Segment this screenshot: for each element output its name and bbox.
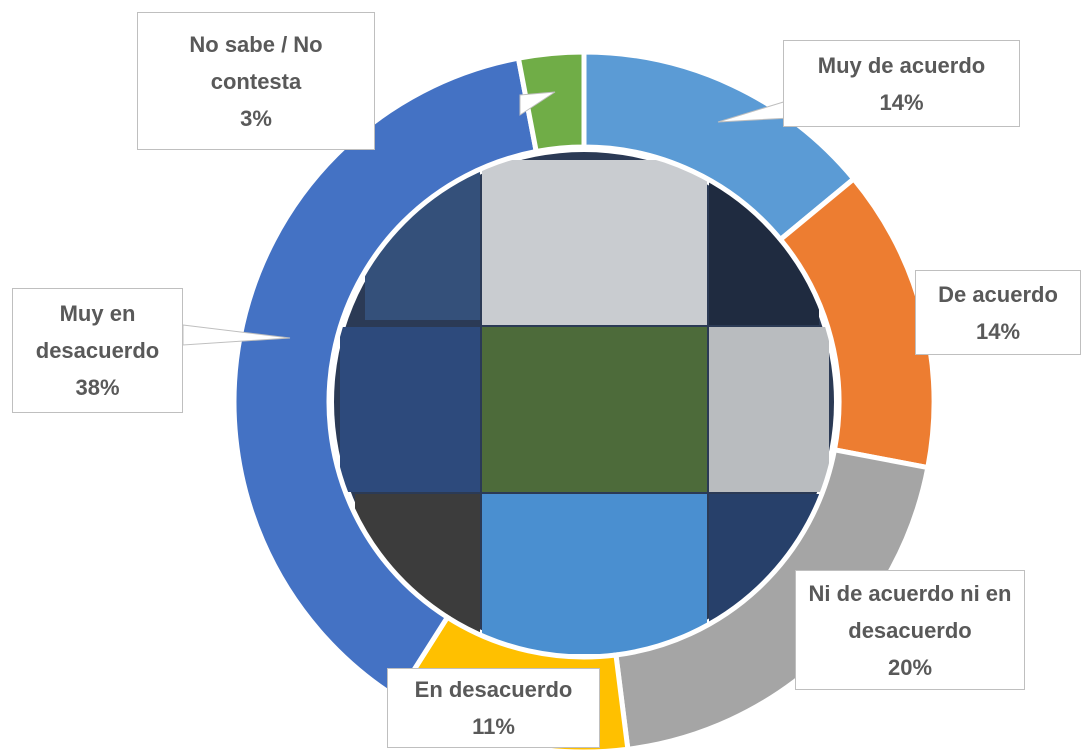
- donut-slice: [231, 55, 540, 701]
- value-label: 14%: [879, 89, 924, 115]
- photo-tile: [709, 327, 829, 492]
- donut-slice: [515, 49, 587, 155]
- slice-label: Ni de acuerdo ni en desacuerdo: [808, 580, 1012, 643]
- slice-label: En desacuerdo: [414, 677, 573, 702]
- value-label: 38%: [75, 375, 120, 400]
- value-label: 3%: [240, 105, 272, 131]
- value-label: 20%: [887, 654, 933, 680]
- value-label: 14%: [975, 318, 1021, 344]
- callout-pointer: [519, 91, 556, 116]
- slice-label: No sabe / No contesta: [189, 31, 323, 94]
- label-box: Muy de acuerdo 14%: [783, 40, 1020, 127]
- label-box: En desacuerdo 11%: [387, 668, 600, 748]
- photo-tile: [340, 327, 480, 492]
- value-label: 11%: [472, 714, 515, 739]
- label-box: De acuerdo 14%: [915, 270, 1081, 355]
- label-box: No sabe / No contesta 3%: [137, 12, 375, 150]
- photo-tile: [482, 327, 707, 492]
- slice-label: Muy en desacuerdo: [35, 301, 160, 363]
- label-box: Ni de acuerdo ni en desacuerdo 20%: [795, 570, 1025, 690]
- label-box: Muy en desacuerdo 38%: [12, 288, 183, 413]
- center-photo: [334, 152, 834, 654]
- slice-label: De acuerdo: [938, 281, 1058, 307]
- callouts: [182, 91, 791, 346]
- photo-tile: [482, 160, 707, 325]
- photo-tile: [482, 494, 707, 654]
- slice-label: Muy de acuerdo: [817, 52, 986, 78]
- callout-pointer: [182, 324, 291, 346]
